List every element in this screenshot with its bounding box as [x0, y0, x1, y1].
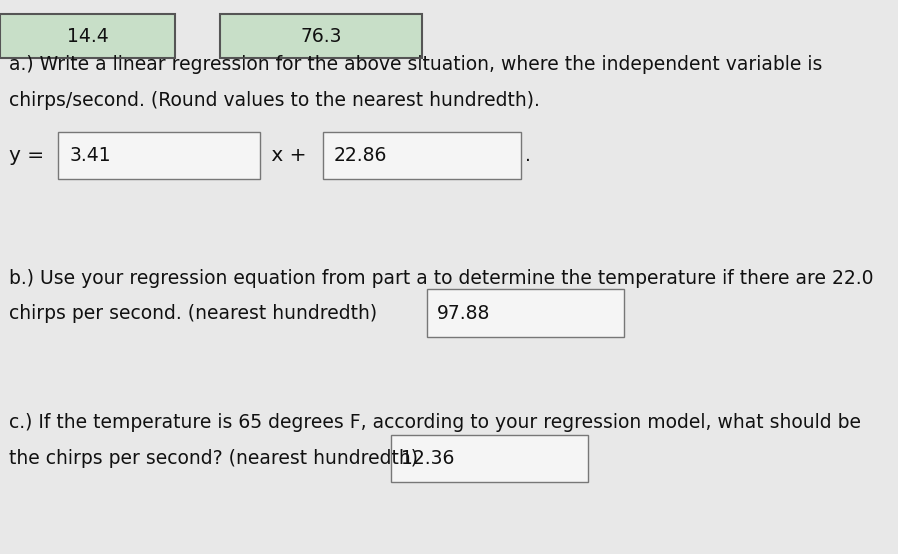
- Text: x +: x +: [265, 146, 313, 165]
- Text: 76.3: 76.3: [300, 27, 342, 45]
- Text: the chirps per second? (nearest hundredth): the chirps per second? (nearest hundredt…: [9, 449, 418, 468]
- FancyBboxPatch shape: [0, 14, 175, 58]
- Text: 14.4: 14.4: [66, 27, 109, 45]
- Text: a.) Write a linear regression for the above situation, where the independent var: a.) Write a linear regression for the ab…: [9, 55, 823, 74]
- Text: 97.88: 97.88: [437, 304, 490, 322]
- Text: 12.36: 12.36: [401, 449, 454, 468]
- FancyBboxPatch shape: [58, 132, 260, 178]
- FancyBboxPatch shape: [323, 132, 521, 178]
- FancyBboxPatch shape: [427, 289, 624, 336]
- Text: c.) If the temperature is 65 degrees F, according to your regression model, what: c.) If the temperature is 65 degrees F, …: [9, 413, 861, 432]
- Text: .: .: [525, 146, 532, 165]
- FancyBboxPatch shape: [220, 14, 422, 58]
- Text: 22.86: 22.86: [334, 146, 387, 165]
- Text: 3.41: 3.41: [69, 146, 110, 165]
- Text: chirps/second. (Round values to the nearest hundredth).: chirps/second. (Round values to the near…: [9, 91, 540, 110]
- Text: b.) Use your regression equation from part a to determine the temperature if the: b.) Use your regression equation from pa…: [9, 269, 874, 288]
- FancyBboxPatch shape: [391, 435, 588, 482]
- Text: chirps per second. (nearest hundredth): chirps per second. (nearest hundredth): [9, 304, 377, 322]
- Text: y =: y =: [9, 146, 50, 165]
